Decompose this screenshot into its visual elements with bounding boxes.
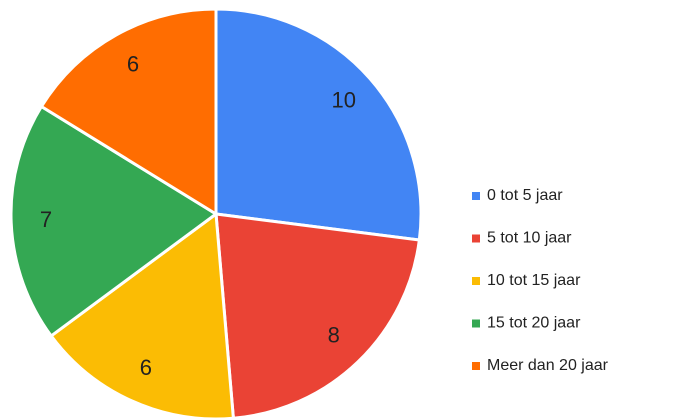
pie-slice	[9, 104, 219, 338]
pie-slice	[214, 7, 423, 242]
legend-marker	[472, 234, 480, 243]
legend-marker	[472, 277, 480, 285]
legend-marker	[472, 362, 480, 370]
legend-marker	[472, 192, 480, 200]
legend-label: Meer dan 20 jaar	[487, 357, 609, 374]
data-label: 6	[140, 355, 152, 380]
data-label: 7	[40, 207, 52, 232]
legend-marker	[472, 319, 480, 328]
legend-label: 10 tot 15 jaar	[487, 272, 581, 289]
data-label: 10	[331, 87, 355, 112]
data-label: 8	[328, 323, 340, 348]
legend-label: 15 tot 20 jaar	[487, 315, 581, 332]
data-label: 6	[127, 51, 139, 76]
pie-slice	[39, 7, 218, 217]
legend-label: 0 tot 5 jaar	[487, 187, 563, 204]
legend-label: 5 tot 10 jaar	[487, 230, 572, 247]
pie-slice	[214, 212, 422, 419]
